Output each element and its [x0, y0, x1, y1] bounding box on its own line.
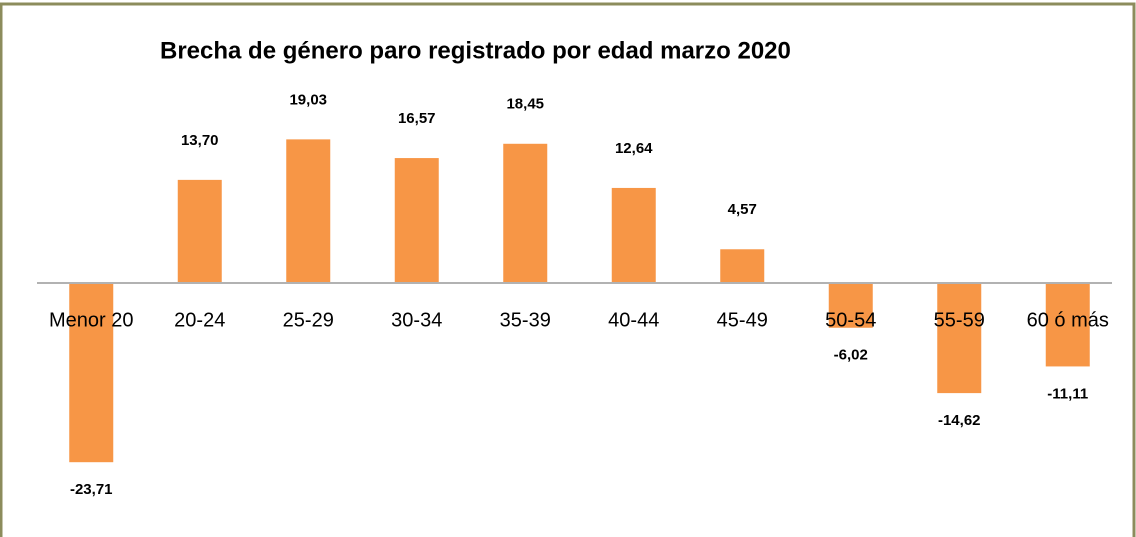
- value-label: 19,03: [289, 91, 327, 108]
- value-label: 12,64: [615, 140, 653, 157]
- value-label: 13,70: [181, 132, 219, 149]
- x-tick-label: 40-44: [608, 309, 659, 331]
- bar: [609, 185, 658, 285]
- x-tick-label: 25-29: [283, 309, 334, 331]
- bar: [935, 282, 984, 396]
- bar: [718, 247, 767, 285]
- x-tick-label: 50-54: [825, 309, 876, 331]
- x-tick-label: 45-49: [717, 309, 768, 331]
- x-tick-label: Menor 20: [49, 309, 134, 331]
- value-label: -6,02: [834, 347, 868, 364]
- bar: [392, 156, 441, 284]
- x-tick-label: 20-24: [174, 309, 225, 331]
- x-tick-label: 55-59: [934, 309, 985, 331]
- value-label: -14,62: [938, 412, 981, 429]
- bar: [284, 137, 333, 284]
- value-label: 18,45: [506, 96, 544, 113]
- value-label: -23,71: [70, 481, 113, 498]
- bar: [67, 282, 116, 465]
- chart-title: Brecha de género paro registrado por eda…: [160, 37, 791, 64]
- bar: [826, 282, 875, 330]
- bar: [501, 141, 550, 284]
- value-label: 4,57: [728, 201, 757, 218]
- value-label: 16,57: [398, 110, 436, 127]
- x-tick-label: 60 ó más: [1027, 309, 1109, 331]
- bar: [175, 177, 224, 285]
- x-tick-label: 35-39: [500, 309, 551, 331]
- x-tick-label: 30-34: [391, 309, 442, 331]
- value-label: -11,11: [1047, 385, 1088, 402]
